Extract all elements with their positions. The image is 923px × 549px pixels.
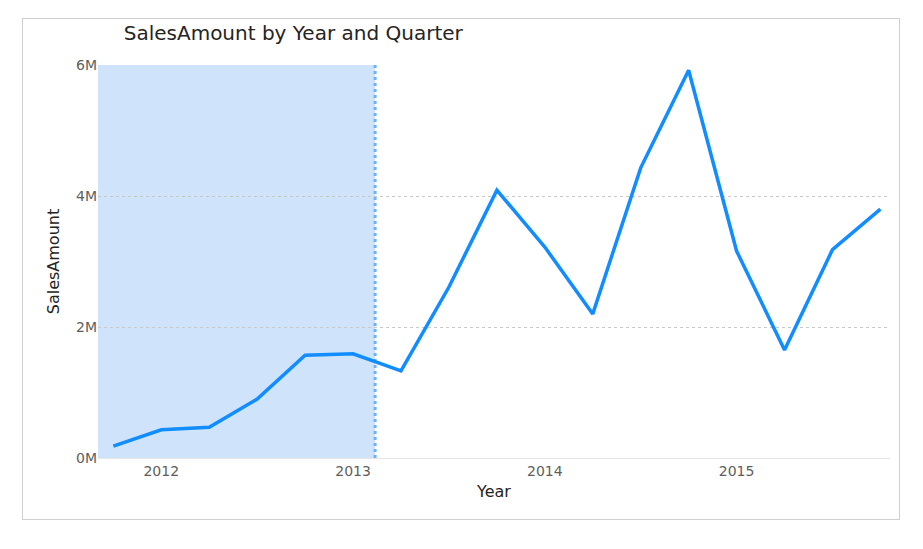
svg-text:2014: 2014 bbox=[527, 463, 563, 479]
svg-text:2013: 2013 bbox=[335, 463, 371, 479]
svg-text:SalesAmount by Year and Quarte: SalesAmount by Year and Quarter bbox=[124, 21, 464, 45]
svg-text:2015: 2015 bbox=[719, 463, 755, 479]
svg-text:SalesAmount: SalesAmount bbox=[44, 209, 63, 314]
svg-text:6M: 6M bbox=[76, 57, 97, 73]
svg-text:2M: 2M bbox=[76, 319, 97, 335]
svg-text:0M: 0M bbox=[76, 450, 97, 466]
svg-text:Year: Year bbox=[476, 482, 511, 501]
svg-text:4M: 4M bbox=[76, 188, 97, 204]
svg-text:2012: 2012 bbox=[143, 463, 179, 479]
